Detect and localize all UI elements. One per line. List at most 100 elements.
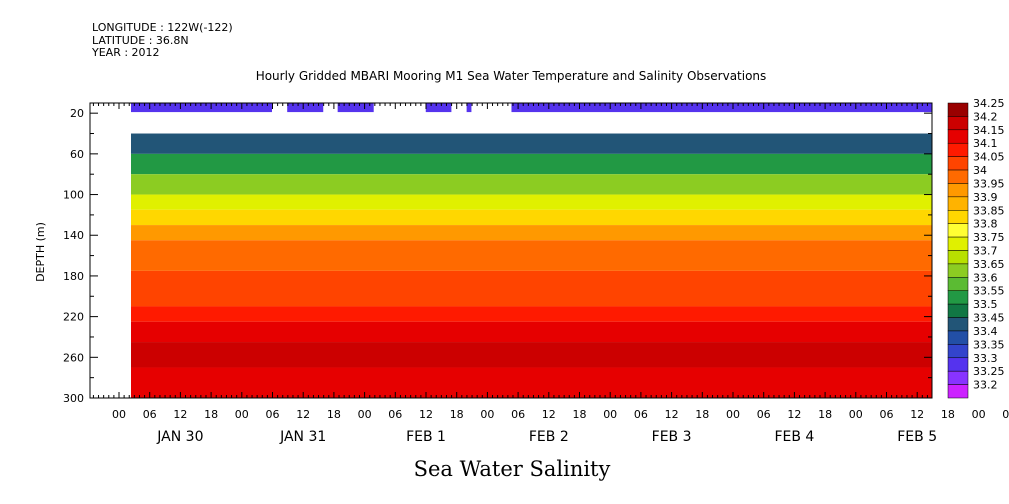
x-hour-label: 06	[143, 408, 157, 421]
colorbar-swatch	[947, 290, 969, 305]
colorbar-label: 33.9	[973, 191, 998, 204]
x-hour-label: 12	[910, 408, 924, 421]
colorbar-swatch	[947, 102, 969, 117]
colorbar-label: 34.2	[973, 110, 998, 123]
colorbar-label: 33.65	[973, 258, 1005, 271]
x-hour-label: 06	[511, 408, 525, 421]
colorbar-swatch	[947, 210, 969, 224]
salinity-band-11	[131, 342, 932, 368]
colorbar-swatch	[947, 330, 969, 345]
y-tick-label: 60	[70, 148, 84, 161]
x-axis-label: Sea Water Salinity	[414, 457, 611, 481]
colorbar-swatch	[947, 370, 969, 385]
x-hour-label: 12	[173, 408, 187, 421]
year-label: YEAR : 2012	[92, 46, 160, 59]
y-tick-label: 140	[63, 229, 84, 242]
colorbar-label: 33.2	[973, 379, 998, 392]
plot-frame	[89, 102, 933, 399]
colorbar-label: 33.8	[973, 218, 998, 231]
colorbar-swatch	[947, 277, 969, 291]
salinity-band-10	[131, 321, 932, 343]
surface-obs-segment-0	[131, 103, 272, 113]
latitude-label: LATITUDE : 36.8N	[92, 33, 189, 47]
colorbar-label: 33.3	[973, 352, 998, 365]
x-hour-label: 00	[726, 408, 740, 421]
x-hour-label: 00	[235, 408, 249, 421]
x-hour-label: 12	[787, 408, 801, 421]
colorbar-swatch	[947, 183, 969, 198]
colorbar-label: 33.35	[973, 338, 1005, 351]
x-axis: 00 06 12 18 00 06 12 18 00 06 12 18 00 06 12 18 00 06 12 18…	[92, 103, 1009, 445]
y-axis-label: DEPTH (m)	[34, 222, 47, 282]
salinity-band-12	[131, 367, 932, 398]
colorbar-label: 33.75	[973, 231, 1005, 244]
x-hour-label: 06	[1002, 408, 1009, 421]
colorbar-label: 34.15	[973, 124, 1005, 137]
x-hour-label: 00	[480, 408, 494, 421]
salinity-band-4	[131, 194, 932, 210]
surface-obs-segment-2	[337, 103, 374, 113]
colorbar-swatch	[947, 384, 969, 399]
x-hour-label: 00	[603, 408, 617, 421]
surface-obs-segment-1	[287, 103, 324, 113]
x-hour-label: 12	[665, 408, 679, 421]
x-hour-label: 06	[634, 408, 648, 421]
x-day-label: FEB 3	[652, 429, 692, 445]
colorbar-swatch	[947, 236, 969, 251]
colorbar-label: 33.6	[973, 271, 998, 284]
colorbar-swatch	[947, 129, 969, 144]
colorbar-label: 33.85	[973, 204, 1005, 217]
colorbar-label: 34.1	[973, 137, 998, 150]
colorbar-swatch	[947, 223, 969, 238]
x-hour-label: 12	[419, 408, 433, 421]
y-tick-label: 100	[63, 189, 84, 202]
x-day-label: FEB 4	[774, 429, 814, 445]
colorbar-label: 34	[973, 164, 987, 177]
metadata-block: LONGITUDE : 122W(-122) LATITUDE : 36.8N …	[92, 21, 233, 60]
colorbar-swatch	[947, 357, 969, 372]
colorbar-swatch	[947, 344, 969, 359]
colorbar-label: 33.5	[973, 298, 998, 311]
salinity-band-6	[131, 225, 932, 241]
y-tick-label: 20	[70, 107, 84, 120]
colorbar-label: 33.55	[973, 285, 1005, 298]
colorbar-swatch	[947, 250, 969, 265]
x-hour-label: 00	[972, 408, 986, 421]
x-hour-label: 12	[296, 408, 310, 421]
x-hour-label: 06	[757, 408, 771, 421]
colorbar-label: 34.25	[973, 97, 1005, 110]
x-day-label: FEB 5	[897, 429, 937, 445]
colorbar-swatch	[947, 116, 969, 131]
x-hour-label: 18	[327, 408, 341, 421]
x-hour-label: 18	[204, 408, 218, 421]
salinity-band-9	[131, 306, 932, 322]
colorbar-swatch	[947, 317, 969, 332]
x-hour-label: 12	[542, 408, 556, 421]
surface-obs-segment-5	[511, 103, 932, 113]
colorbar-swatch	[947, 263, 969, 278]
chart-title: Hourly Gridded MBARI Mooring M1 Sea Wate…	[256, 69, 767, 83]
x-day-label: JAN 30	[156, 429, 203, 445]
salinity-band-5	[131, 209, 932, 226]
y-tick-label: 180	[63, 270, 84, 283]
salinity-band-1	[131, 133, 932, 154]
x-day-label: FEB 1	[406, 429, 446, 445]
colorbar-label: 33.7	[973, 245, 998, 258]
x-day-label: FEB 2	[529, 429, 569, 445]
x-hour-label: 18	[573, 408, 587, 421]
x-hour-label: 18	[695, 408, 709, 421]
y-tick-label: 300	[63, 392, 84, 405]
colorbar-label: 34.05	[973, 151, 1005, 164]
salinity-band-2	[131, 153, 932, 175]
colorbar-swatch	[947, 196, 969, 211]
longitude-label: LONGITUDE : 122W(-122)	[92, 21, 233, 34]
surface-obs-segment-3	[425, 103, 452, 113]
x-hour-label: 06	[388, 408, 402, 421]
surface-obs-segment-4	[466, 103, 472, 113]
colorbar-swatch	[947, 156, 969, 171]
colorbar-swatch	[947, 169, 969, 184]
y-tick-label: 220	[63, 311, 84, 324]
x-hour-label: 00	[358, 408, 372, 421]
plot-area	[131, 103, 932, 398]
